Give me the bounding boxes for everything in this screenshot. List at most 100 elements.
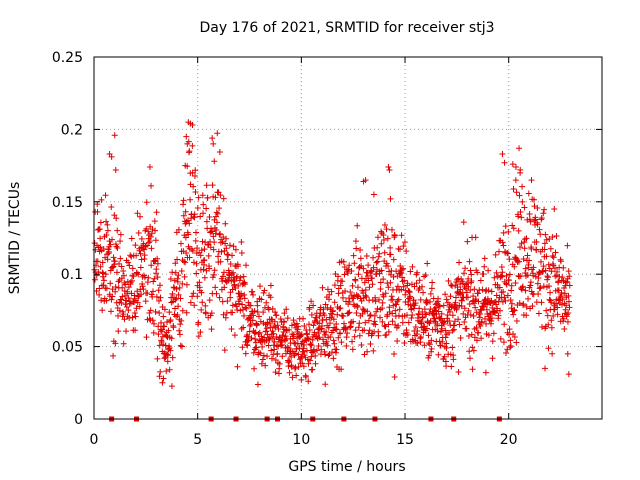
data-point — [189, 293, 196, 300]
data-point — [140, 286, 147, 293]
data-point — [505, 277, 512, 284]
peak-point — [565, 371, 572, 378]
data-point — [379, 318, 386, 325]
data-point — [395, 296, 402, 303]
data-point — [269, 328, 276, 335]
data-point — [136, 303, 143, 310]
data-point — [443, 296, 450, 303]
data-point — [230, 243, 237, 250]
data-point — [543, 253, 550, 260]
data-point — [150, 329, 157, 336]
data-point — [129, 265, 136, 272]
data-point — [343, 334, 350, 341]
data-point — [211, 239, 218, 246]
data-point — [103, 285, 110, 292]
data-point — [416, 277, 423, 284]
data-point — [158, 319, 165, 326]
data-point — [118, 263, 125, 270]
data-point — [441, 353, 448, 360]
data-point — [370, 264, 377, 271]
data-point — [211, 216, 218, 223]
data-point — [192, 167, 199, 174]
data-point — [100, 270, 107, 277]
data-point — [152, 227, 159, 234]
data-point — [97, 219, 104, 226]
data-point — [554, 304, 561, 311]
data-point — [254, 302, 261, 309]
data-point — [424, 260, 431, 267]
data-point — [96, 291, 103, 298]
data-point — [475, 298, 482, 305]
peak-point — [308, 366, 315, 373]
data-point — [559, 296, 566, 303]
data-point — [321, 312, 328, 319]
data-point — [143, 199, 150, 206]
data-point — [245, 333, 252, 340]
data-point — [530, 196, 537, 203]
data-point — [394, 337, 401, 344]
data-point — [238, 290, 245, 297]
peak-point — [184, 140, 191, 147]
data-point — [410, 305, 417, 312]
data-point — [166, 309, 173, 316]
data-point — [177, 295, 184, 302]
data-point — [137, 264, 144, 271]
data-point — [240, 273, 247, 280]
data-point — [353, 245, 360, 252]
data-point — [117, 255, 124, 262]
data-point — [119, 293, 126, 300]
data-point — [401, 277, 408, 284]
data-point — [565, 309, 572, 316]
data-point — [185, 231, 192, 238]
data-point — [369, 281, 376, 288]
data-point — [346, 324, 353, 331]
data-point — [164, 351, 171, 358]
data-point — [524, 216, 531, 223]
data-point — [153, 209, 160, 216]
data-point — [141, 246, 148, 253]
data-point — [472, 297, 479, 304]
data-point — [258, 360, 265, 367]
data-point — [554, 311, 561, 318]
data-point — [96, 226, 103, 233]
data-point — [156, 310, 163, 317]
data-point — [308, 298, 315, 305]
data-point — [227, 294, 234, 301]
data-point — [361, 327, 368, 334]
data-point — [363, 253, 370, 260]
data-point — [221, 284, 228, 291]
data-point — [194, 204, 201, 211]
data-point — [355, 284, 362, 291]
data-point — [259, 356, 266, 363]
data-point — [508, 287, 515, 294]
data-point — [372, 298, 379, 305]
data-point — [382, 323, 389, 330]
data-point — [167, 318, 174, 325]
data-point — [97, 235, 104, 242]
data-point — [456, 259, 463, 266]
data-point — [346, 298, 353, 305]
tick-labels: 0 5 10 15 20 0 0.05 0.1 0.15 0.2 0.25 — [52, 50, 518, 448]
data-point — [261, 287, 268, 294]
data-point — [506, 271, 513, 278]
data-point — [421, 306, 428, 313]
data-point — [344, 270, 351, 277]
data-point — [399, 274, 406, 281]
data-point — [403, 312, 410, 319]
data-point — [548, 268, 555, 275]
data-point — [243, 262, 250, 269]
data-point — [206, 297, 213, 304]
data-point — [554, 268, 561, 275]
data-point — [179, 343, 186, 350]
data-point — [156, 342, 163, 349]
data-point — [253, 321, 260, 328]
data-point — [353, 302, 360, 309]
data-point — [377, 285, 384, 292]
data-point — [109, 264, 116, 271]
data-point — [132, 313, 139, 320]
data-point — [172, 260, 179, 267]
data-point — [423, 299, 430, 306]
data-point — [91, 276, 98, 283]
data-point — [288, 363, 295, 370]
data-point — [267, 294, 274, 301]
